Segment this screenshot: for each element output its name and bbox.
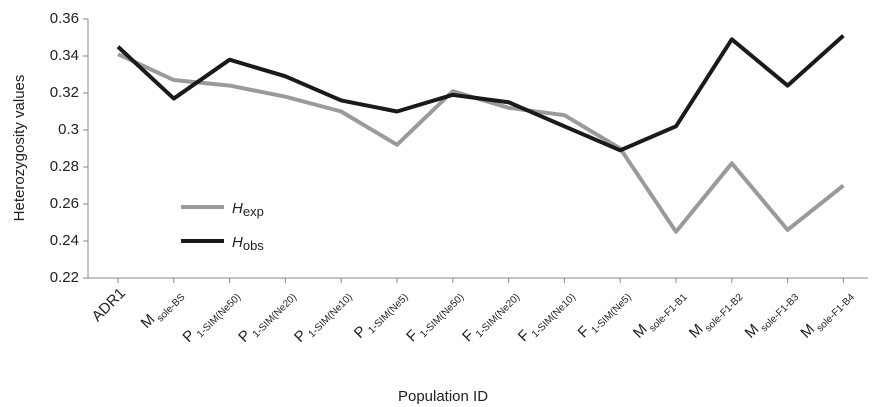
- x-tick-label: F1-SIM(Ne5): [575, 285, 634, 344]
- x-tick-label: Msole-F1-B4: [797, 284, 857, 344]
- legend-subscript: exp: [243, 204, 264, 219]
- x-tick-label: P1-SIM(Ne50): [179, 285, 243, 349]
- category-subscript: 1-SIM(Ne10): [530, 292, 578, 340]
- category-subscript: sole-F1-B3: [759, 292, 802, 335]
- category-label: P: [235, 327, 254, 346]
- x-tick-label: ADR1: [89, 285, 129, 325]
- category-label: P: [179, 327, 198, 346]
- x-tick-label: Msole-F1-B2: [686, 284, 746, 344]
- y-tick-label: 0.24: [50, 232, 79, 249]
- category-label: M: [742, 321, 763, 342]
- x-tick-label: Msole-F1-B1: [630, 284, 690, 344]
- x-tick-label: P1-SIM(Ne10): [291, 285, 355, 349]
- y-tick-label: 0.36: [50, 10, 79, 27]
- category-subscript: sole-F1-B1: [647, 292, 690, 335]
- category-label: P: [291, 327, 310, 346]
- y-tick-label: 0.32: [50, 84, 79, 101]
- y-axis-title: Heterozygosity values: [11, 75, 28, 222]
- category-label: P: [351, 323, 370, 342]
- legend-label: Hexp: [232, 200, 264, 219]
- category-label: M: [138, 311, 159, 332]
- y-tick-label: 0.22: [50, 269, 79, 286]
- series-line: [117, 52, 845, 234]
- category-label: M: [797, 321, 818, 342]
- legend-name: H: [232, 200, 243, 217]
- y-tick-label: 0.28: [50, 158, 79, 175]
- category-label: F: [403, 327, 422, 346]
- x-tick-label: Msole-F1-B3: [742, 284, 802, 344]
- y-tick-label: 0.26: [50, 195, 79, 212]
- legend-name: H: [232, 234, 243, 251]
- category-subscript: sole-F1-B4: [815, 292, 858, 335]
- category-label: ADR1: [89, 285, 129, 325]
- category-subscript: 1-SIM(Ne5): [366, 292, 410, 336]
- legend-subscript: obs: [243, 238, 264, 253]
- category-label: M: [630, 321, 651, 342]
- legend-label: Hobs: [232, 234, 264, 253]
- x-tick-label: F1-SIM(Ne20): [459, 285, 522, 348]
- category-label: F: [459, 327, 478, 346]
- series-line: [116, 34, 845, 153]
- category-label: F: [515, 327, 534, 346]
- category-subscript: sole-F1-B2: [703, 292, 746, 335]
- x-tick-label: F1-SIM(Ne10): [515, 285, 578, 348]
- x-tick-label: Msole-BS: [138, 285, 188, 335]
- category-label: F: [575, 323, 594, 342]
- x-tick-label: P1-SIM(Ne20): [235, 285, 299, 349]
- category-label: M: [686, 321, 707, 342]
- category-subscript: 1-SIM(Ne10): [307, 292, 355, 340]
- y-tick-label: 0.3: [58, 121, 79, 138]
- x-tick-label: F1-SIM(Ne50): [403, 285, 466, 348]
- y-tick-label: 0.34: [50, 47, 79, 64]
- x-axis-title: Population ID: [398, 388, 488, 405]
- category-subscript: 1-SIM(Ne5): [590, 292, 634, 336]
- category-subscript: sole-BS: [155, 292, 188, 325]
- x-tick-label: P1-SIM(Ne5): [351, 285, 411, 345]
